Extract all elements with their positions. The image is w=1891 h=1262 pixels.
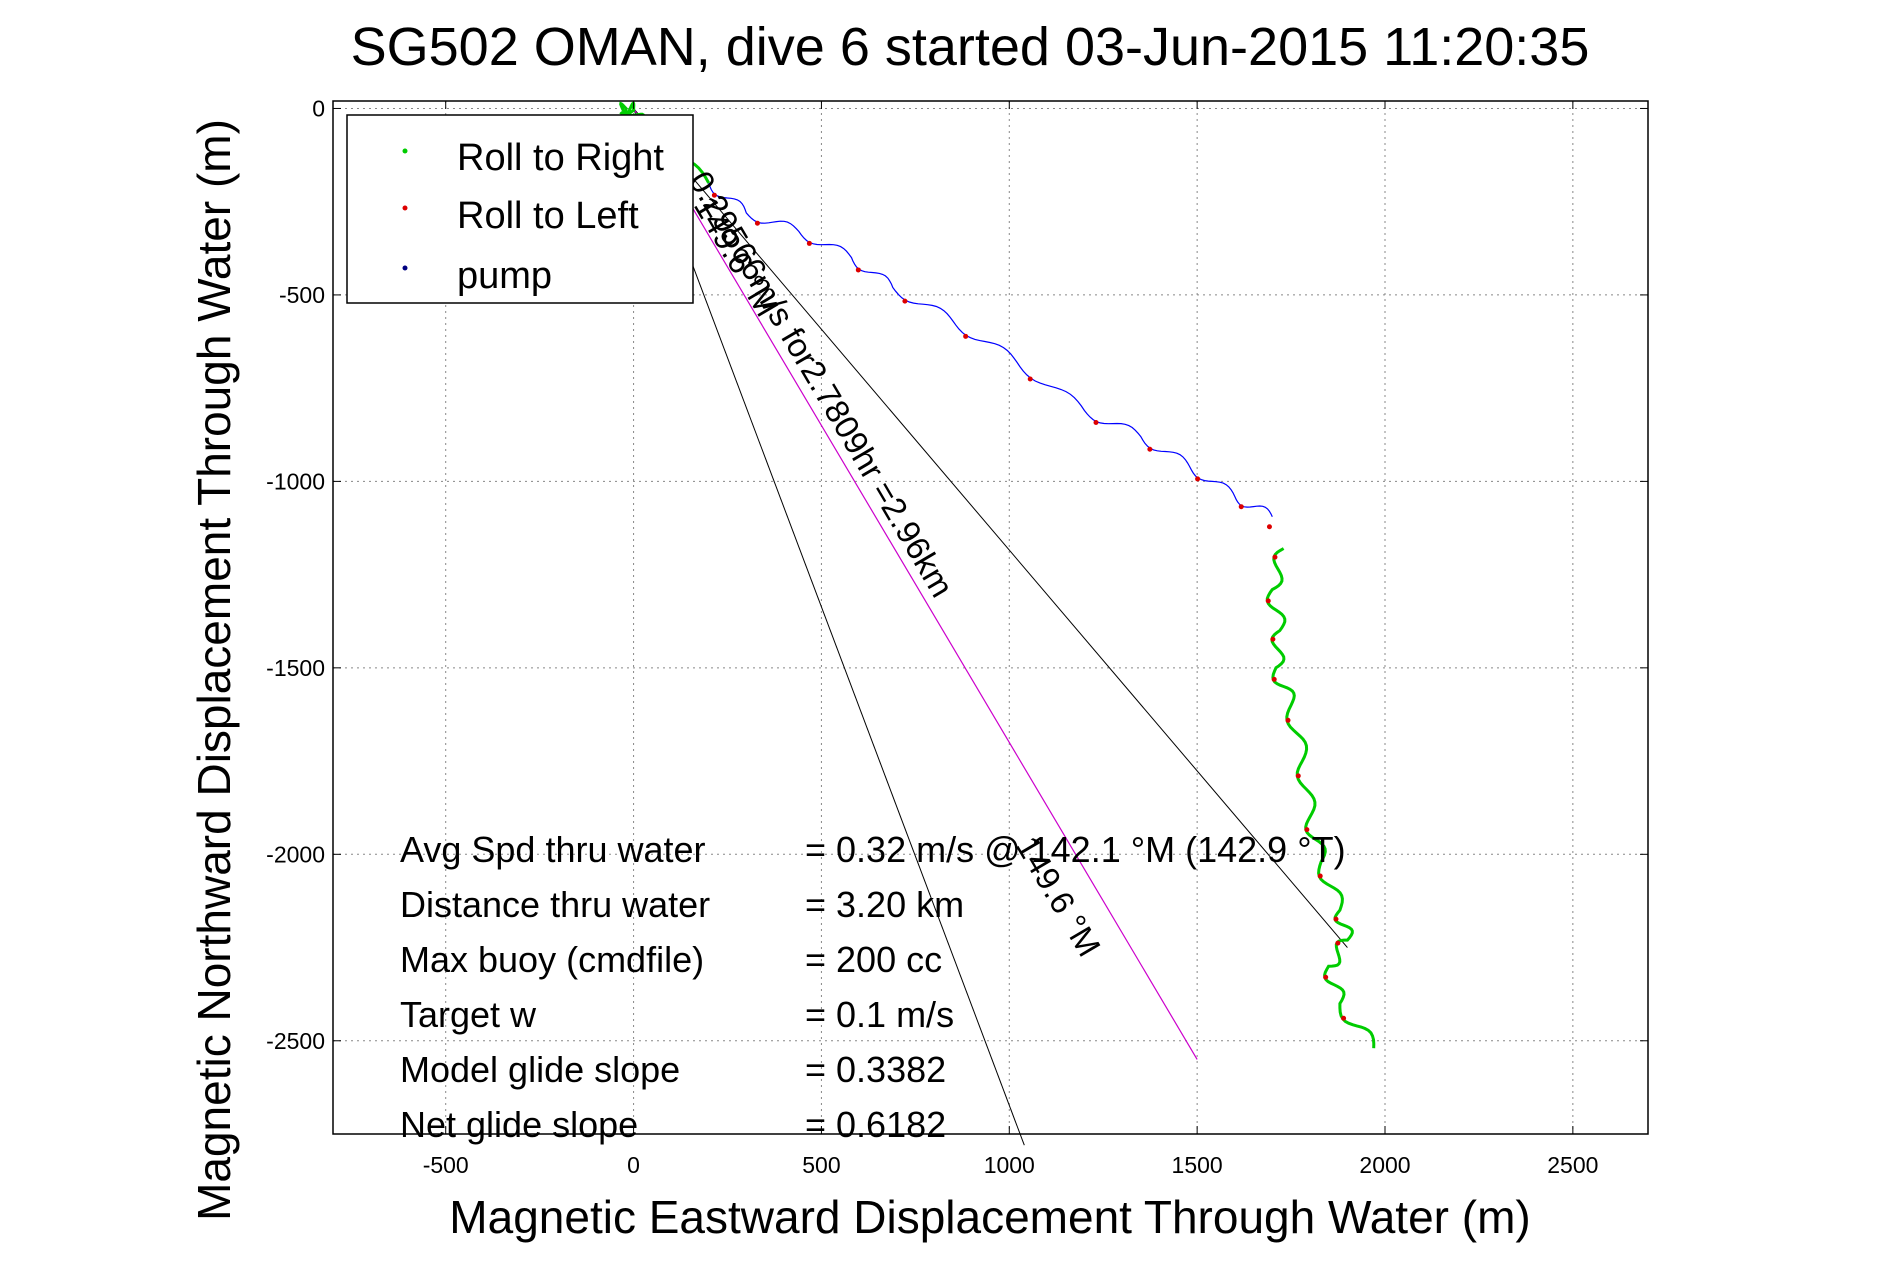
y-tick-label: -2500 [266, 1028, 325, 1054]
legend-label-pump: pump [457, 255, 552, 297]
y-tick-label: -2000 [266, 841, 325, 867]
legend-marker-roll-right [402, 148, 408, 154]
roll-left-mark [1093, 419, 1099, 425]
stat-value: = 3.20 km [805, 884, 964, 925]
roll-left-mark [1272, 554, 1278, 560]
x-axis-label: Magnetic Eastward Displacement Through W… [449, 1191, 1530, 1243]
roll-left-mark [1270, 636, 1276, 642]
y-tick-label: -500 [279, 282, 325, 308]
stat-label: Target w [400, 994, 537, 1035]
roll-left-mark [902, 298, 908, 304]
legend-label-roll-right: Roll to Right [457, 137, 664, 179]
stat-value: = 0.1 m/s [805, 994, 954, 1035]
y-tick-label: -1000 [266, 468, 325, 494]
guide-lines [633, 108, 1348, 1146]
roll-left-mark [806, 240, 812, 246]
roll-left-mark [1195, 476, 1201, 482]
track-path [1265, 547, 1376, 1049]
y-axis-label: Magnetic Northward Displacement Through … [188, 119, 240, 1221]
roll-left-mark [1266, 524, 1272, 530]
stat-value: = 200 cc [805, 939, 942, 980]
roll-left-mark [1304, 827, 1310, 833]
stat-label: Max buoy (cmdfile) [400, 939, 704, 980]
x-tick-label: 2000 [1359, 1152, 1410, 1178]
legend-label-roll-left: Roll to Left [457, 195, 639, 237]
guide-line [633, 108, 1025, 1146]
stat-label: Avg Spd thru water [400, 829, 706, 870]
plot-frame [332, 100, 1649, 1135]
y-tick-label: -1500 [266, 655, 325, 681]
x-tick-label: 0 [627, 1152, 640, 1178]
legend: Roll to Right Roll to Left pump [346, 114, 694, 304]
roll-left-mark [855, 267, 861, 273]
guide-line [633, 108, 1348, 948]
roll-left-mark [1285, 717, 1291, 723]
chart-title: SG502 OMAN, dive 6 started 03-Jun-2015 1… [351, 17, 1590, 77]
y-axis: 0 -500 -1000 -1500 -2000 -2500 [266, 95, 1648, 1054]
x-axis: -500 0 500 1000 1500 2000 2500 [423, 101, 1598, 1178]
roll-left-mark [1295, 773, 1301, 779]
roll-left-mark [1341, 1015, 1347, 1021]
stat-value: = 0.3382 [805, 1049, 946, 1090]
stats-block: Avg Spd thru water = 0.32 m/s @ 142.1 °M… [400, 829, 1346, 1145]
x-tick-label: 2500 [1547, 1152, 1598, 1178]
roll-left-mark [1265, 598, 1271, 604]
stat-value: = 0.32 m/s @ 142.1 °M (142.9 °T) [805, 829, 1346, 870]
grid-lines [333, 101, 1648, 1134]
current-line [633, 108, 1198, 1060]
track-path [708, 182, 1273, 518]
roll-left-mark [963, 333, 969, 339]
x-tick-label: 500 [802, 1152, 840, 1178]
roll-left-mark [1147, 446, 1153, 452]
x-tick-label: 1000 [984, 1152, 1035, 1178]
x-tick-label: -500 [423, 1152, 469, 1178]
roll-left-mark [1335, 940, 1341, 946]
roll-left-mark [1027, 376, 1033, 382]
roll-left-mark [1333, 916, 1339, 922]
x-tick-label: 1500 [1172, 1152, 1223, 1178]
roll-left-mark [1323, 974, 1329, 980]
roll-left-mark [754, 220, 760, 226]
stat-label: Model glide slope [400, 1049, 680, 1090]
roll-left-mark [1317, 873, 1323, 879]
stat-value: = 0.6182 [805, 1104, 946, 1145]
roll-left-mark [1238, 504, 1244, 510]
roll-left-mark [711, 192, 717, 198]
stat-label: Net glide slope [400, 1104, 638, 1145]
roll-left-mark [1271, 676, 1277, 682]
legend-marker-roll-left [402, 205, 408, 211]
y-tick-label: 0 [312, 95, 325, 121]
series-layer [619, 100, 1376, 1060]
stat-label: Distance thru water [400, 884, 710, 925]
legend-marker-pump [402, 265, 408, 271]
